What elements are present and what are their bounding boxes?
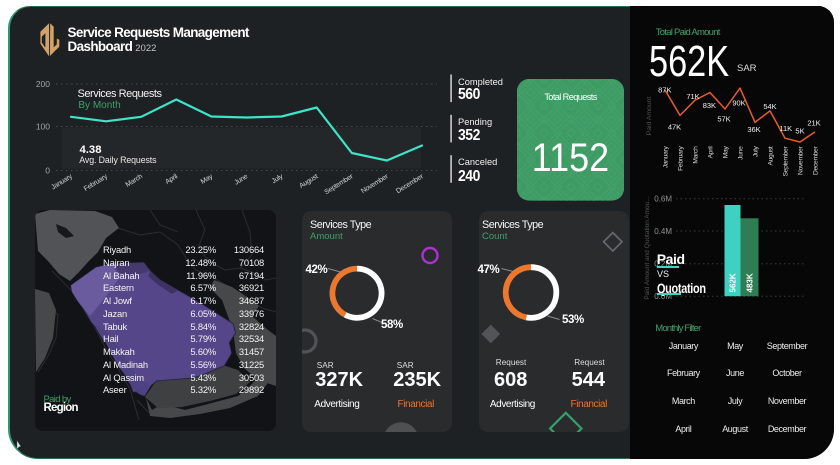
svg-text:0: 0 — [45, 165, 50, 175]
svg-text:47K: 47K — [668, 123, 681, 132]
svg-text:August: August — [768, 146, 775, 165]
svg-text:Paid Amount and Quotation Amou: Paid Amount and Quotation Amou... — [644, 196, 651, 300]
svg-text:54K: 54K — [763, 102, 776, 111]
svg-text:21K: 21K — [807, 119, 820, 128]
svg-text:Paid Amount: Paid Amount — [646, 97, 653, 136]
svg-text:71K: 71K — [686, 92, 699, 101]
svg-text:87K: 87K — [658, 86, 671, 95]
svg-text:September: September — [324, 173, 356, 196]
svg-text:83K: 83K — [703, 101, 716, 110]
svg-text:36K: 36K — [747, 125, 760, 134]
svg-text:November: November — [798, 145, 805, 175]
svg-text:90K: 90K — [732, 99, 745, 108]
svg-text:January: January — [663, 146, 670, 169]
svg-text:April: April — [708, 146, 715, 159]
svg-text:483K: 483K — [746, 273, 755, 292]
svg-text:December: December — [395, 173, 425, 195]
svg-text:December: December — [813, 145, 820, 175]
svg-text:March: March — [125, 173, 144, 189]
svg-text:0.2M: 0.2M — [654, 260, 672, 269]
svg-text:May: May — [200, 173, 215, 186]
svg-text:May: May — [723, 146, 730, 159]
svg-text:0.6M: 0.6M — [654, 195, 672, 204]
svg-text:February: February — [83, 173, 109, 193]
svg-text:0.0M: 0.0M — [654, 292, 672, 301]
svg-text:57K: 57K — [717, 115, 730, 124]
svg-text:200: 200 — [36, 79, 50, 89]
svg-text:April: April — [164, 173, 179, 186]
svg-text:November: November — [360, 173, 390, 195]
svg-text:5K: 5K — [795, 127, 804, 136]
svg-text:February: February — [678, 146, 685, 171]
svg-text:August: August — [298, 173, 319, 190]
svg-text:100: 100 — [36, 121, 50, 131]
svg-text:June: June — [233, 173, 249, 187]
svg-text:0.4M: 0.4M — [654, 227, 672, 236]
svg-text:June: June — [738, 146, 745, 160]
svg-text:September: September — [783, 145, 790, 176]
svg-text:January: January — [50, 173, 74, 192]
svg-text:March: March — [693, 146, 700, 164]
svg-text:562K: 562K — [729, 273, 738, 292]
svg-text:July: July — [271, 173, 285, 185]
svg-text:11K: 11K — [779, 124, 792, 133]
svg-text:July: July — [753, 146, 760, 158]
